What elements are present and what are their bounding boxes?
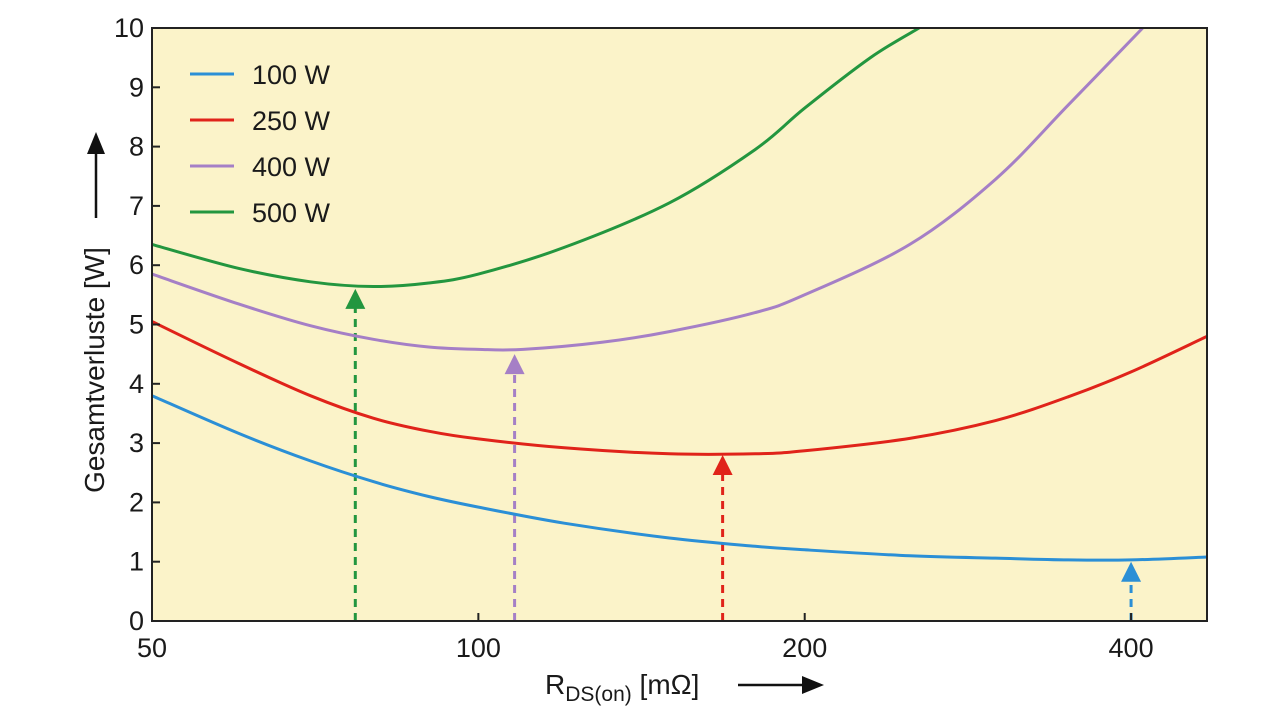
plot-area (152, 28, 1207, 621)
x-axis-title-unit: [mΩ] (632, 669, 700, 700)
x-tick-label: 200 (782, 633, 827, 663)
y-tick-label: 6 (129, 250, 144, 280)
optimum-arrowhead (1121, 561, 1142, 582)
y-axis-arrow-head (87, 132, 105, 154)
x-tick-label: 400 (1109, 633, 1154, 663)
optimum-arrowhead (504, 354, 525, 375)
optimum-arrowhead (712, 454, 733, 475)
y-tick-label: 1 (129, 547, 144, 577)
y-tick-label: 7 (129, 191, 144, 221)
x-axis: 50 100 200 400 (137, 613, 1154, 663)
y-tick-label: 9 (129, 72, 144, 102)
curve-layer (152, 28, 1207, 562)
series-line (152, 28, 1144, 352)
x-axis-title: RDS(on) [mΩ] (545, 669, 699, 706)
y-tick-label: 3 (129, 428, 144, 458)
legend-label: 250 W (252, 106, 331, 136)
y-tick-label: 0 (129, 606, 144, 636)
series-line (152, 320, 1207, 456)
y-tick-label: 4 (129, 369, 144, 399)
legend: 100 W 250 W 400 W 500 W (190, 60, 331, 228)
legend-label: 400 W (252, 152, 331, 182)
y-tick-label: 10 (114, 13, 144, 43)
legend-label: 500 W (252, 198, 331, 228)
legend-label: 100 W (252, 60, 331, 90)
y-tick-label: 5 (129, 310, 144, 340)
x-axis-arrow-head (802, 676, 824, 694)
x-axis-title-sub: DS(on) (565, 683, 632, 706)
series-line (152, 28, 920, 289)
y-axis-title: Gesamtverluste [W] (79, 247, 110, 493)
series-line (152, 394, 1207, 562)
y-tick-label: 2 (129, 487, 144, 517)
x-tick-label: 50 (137, 633, 167, 663)
optimum-arrowhead (345, 288, 366, 309)
x-axis-title-main: R (545, 669, 565, 700)
x-tick-label: 100 (456, 633, 501, 663)
y-tick-label: 8 (129, 132, 144, 162)
y-axis: 0 1 2 3 4 5 6 7 8 9 10 (114, 13, 160, 636)
